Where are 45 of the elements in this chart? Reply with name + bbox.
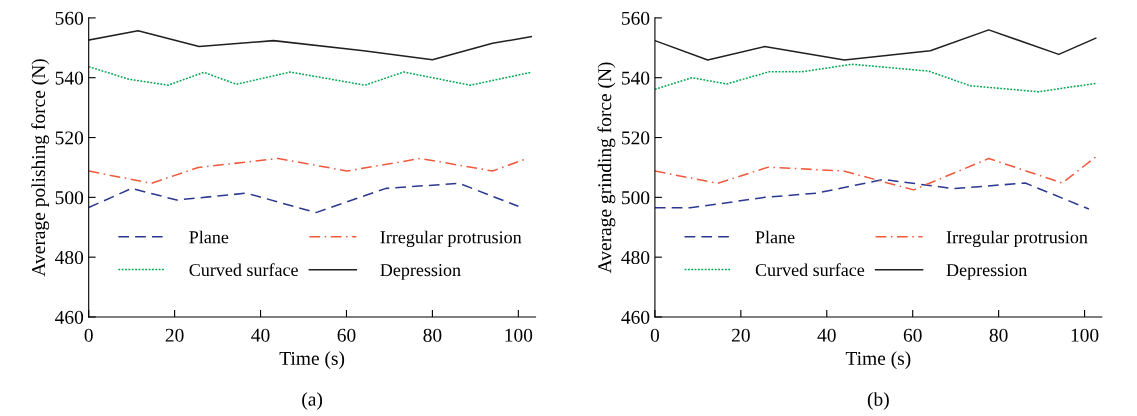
legend-label: Plane <box>755 230 795 244</box>
legend-label: Curved surface <box>755 263 865 277</box>
y-axis-title: Average grinding force (N) <box>597 62 616 274</box>
y-tick-label: 460 <box>621 310 650 324</box>
line-series <box>654 178 1090 210</box>
line-series <box>88 65 532 86</box>
y-tick-label: 560 <box>622 11 650 25</box>
line-series <box>88 29 532 61</box>
y-tick-label: 500 <box>55 191 84 205</box>
line-series <box>654 29 1097 61</box>
x-tick-label: 0 <box>84 328 93 342</box>
y-tick-label: 480 <box>621 250 650 265</box>
x-tick-label: 40 <box>251 328 270 342</box>
x-axis-title: Time (s) <box>845 351 911 369</box>
x-axis-title: Time (s) <box>279 351 345 369</box>
line-series <box>654 63 1097 93</box>
legend-label: Irregular protrusion <box>946 230 1088 248</box>
legend-label: Depression <box>380 264 461 280</box>
y-axis-title: Average polishing force (N) <box>31 59 50 277</box>
y-tick-label: 540 <box>55 71 84 85</box>
text: (a) <box>302 392 323 410</box>
x-tick-label: 60 <box>903 328 922 342</box>
y-tick-label: 540 <box>622 71 650 85</box>
x-tick-label: 60 <box>337 328 356 342</box>
y-tick-label: 500 <box>622 191 650 205</box>
legend-label: Plane <box>189 230 229 244</box>
legend-label: Irregular protrusion <box>380 230 522 248</box>
y-tick-label: 520 <box>55 131 84 145</box>
text: (b) <box>867 392 889 410</box>
x-tick-label: 100 <box>1071 328 1099 342</box>
y-tick-label: 460 <box>55 310 84 324</box>
x-tick-label: 0 <box>650 328 660 342</box>
x-tick-label: 20 <box>165 328 184 342</box>
line-series <box>654 156 1097 191</box>
line-series <box>88 182 520 214</box>
legend-label: Depression <box>946 264 1027 280</box>
y-tick-label: 560 <box>55 11 84 25</box>
x-tick-label: 80 <box>423 328 442 342</box>
x-tick-label: 20 <box>731 328 750 342</box>
x-tick-label: 40 <box>817 328 836 342</box>
y-tick-label: 520 <box>622 131 650 145</box>
x-tick-label: 100 <box>505 328 533 342</box>
y-tick-label: 480 <box>55 250 84 265</box>
x-tick-label: 80 <box>989 328 1008 342</box>
legend-label: Curved surface <box>189 263 298 277</box>
